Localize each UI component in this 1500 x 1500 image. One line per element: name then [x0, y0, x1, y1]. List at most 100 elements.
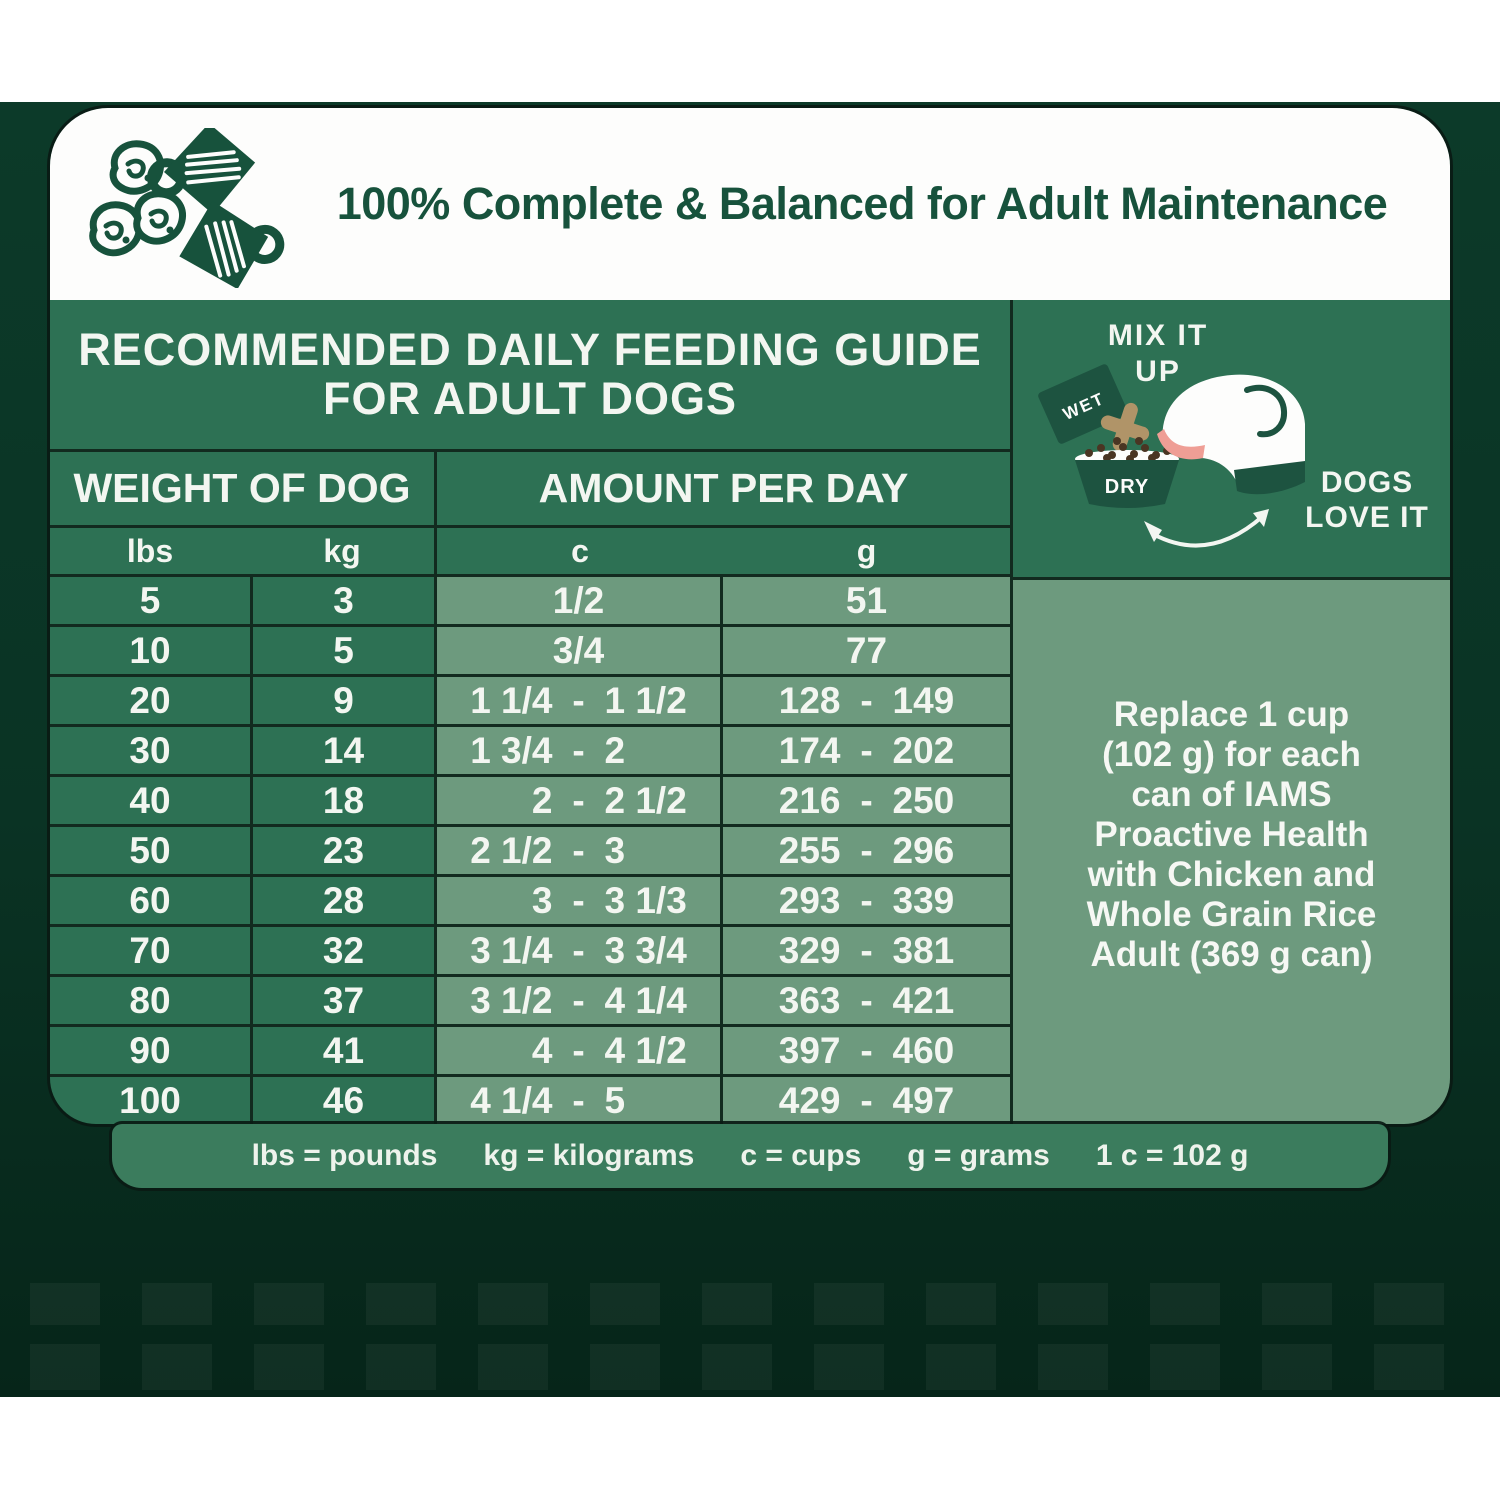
mix-arrow-icon: [1144, 509, 1269, 548]
mix-line2: UP: [1135, 355, 1181, 388]
table-row: 50 23 2 1/2-3 255-296: [50, 827, 1010, 877]
unit-header-cups: c: [434, 528, 723, 574]
cell-amount-grams: 51: [720, 577, 1010, 624]
dog-collar: [1234, 461, 1305, 495]
feeding-guide-card: 100% Complete & Balanced for Adult Maint…: [50, 108, 1450, 1124]
replace-note-line: Adult (369 g can): [1090, 934, 1373, 974]
feeding-table: RECOMMENDED DAILY FEEDING GUIDE FOR ADUL…: [50, 300, 1010, 1124]
cell-weight-lbs: 80: [129, 979, 171, 1021]
cell-amount-cups: 1 3/4-2: [434, 727, 720, 774]
faint-texture-band: [30, 1283, 1470, 1325]
table-unit-header: lbs kg c g: [50, 528, 1010, 577]
replace-note-line: with Chicken and: [1087, 854, 1376, 894]
dogs-love-it-text: DOGS LOVE IT: [1281, 466, 1450, 535]
cell-amount-cups: 1 1/4-1 1/2: [434, 677, 720, 724]
table-title-line1: RECOMMENDED DAILY FEEDING GUIDE: [78, 324, 982, 376]
dog-ear: [1244, 384, 1288, 438]
cell-weight-kg: 5: [250, 627, 434, 674]
measuring-cup-icon: [147, 128, 256, 215]
table-row: 80 37 3 1/2-4 1/4 363-421: [50, 977, 1010, 1027]
cell-amount-cups: 3/4: [434, 627, 720, 674]
cell-amount-cups: 2-2 1/2: [434, 777, 720, 824]
cell-weight-kg: 37: [250, 977, 434, 1024]
dog-head-icon: [1157, 374, 1305, 495]
cell-amount-cups: 4-4 1/2: [434, 1027, 720, 1074]
cell-amount-cups: 3 1/4-3 3/4: [434, 927, 720, 974]
cell-amount-cups: 4 1/4-5: [434, 1077, 720, 1124]
table-row: 60 28 3-3 1/3 293-339: [50, 877, 1010, 927]
unit-header-kg: kg: [323, 532, 361, 569]
card-header: 100% Complete & Balanced for Adult Maint…: [50, 108, 1450, 300]
cell-amount-grams: 77: [720, 627, 1010, 674]
cell-weight-lbs: 5: [139, 579, 161, 621]
mix-it-up-text: MIX IT UP: [1068, 318, 1248, 390]
cell-amount-cups: 3 1/2-4 1/4: [434, 977, 720, 1024]
replace-note-line: can of IAMS: [1131, 775, 1332, 815]
legend-item-g: g = grams: [907, 1139, 1050, 1172]
legend-item-cup-grams: 1 c = 102 g: [1095, 1139, 1249, 1172]
table-row: 90 41 4-4 1/2 397-460: [50, 1027, 1010, 1077]
cell-weight-kg: 23: [250, 827, 434, 874]
table-title-line2: FOR ADULT DOGS: [323, 372, 737, 424]
cell-amount-grams: 429-497: [720, 1077, 1010, 1124]
legend-item-c: c = cups: [740, 1139, 862, 1172]
cell-amount-grams: 255-296: [720, 827, 1010, 874]
cell-weight-kg: 18: [250, 777, 434, 824]
table-row: 30 14 1 3/4-2 174-202: [50, 727, 1010, 777]
measuring-cup-icon: [179, 201, 285, 288]
column-header-weight: WEIGHT OF DOG: [73, 465, 411, 511]
dry-bowl-icon: DRY: [1075, 437, 1179, 508]
table-row: 5 3 1/2 51: [50, 577, 1010, 627]
replace-note-line: (102 g) for each: [1102, 735, 1361, 775]
cell-weight-lbs: 50: [129, 829, 171, 871]
cell-weight-lbs: 70: [129, 929, 171, 971]
faint-texture-band: [30, 1344, 1470, 1390]
cell-weight-lbs: 20: [129, 679, 171, 721]
legend-bar: lbs = pounds kg = kilograms c = cups g =…: [112, 1124, 1388, 1188]
cell-amount-grams: 293-339: [720, 877, 1010, 924]
cell-amount-grams: 329-381: [720, 927, 1010, 974]
cell-amount-cups: 2 1/2-3: [434, 827, 720, 874]
legend-item-lbs: lbs = pounds: [251, 1139, 438, 1172]
cell-weight-lbs: 40: [129, 779, 171, 821]
replace-note: Replace 1 cup (102 g) for each can of IAMS…: [1052, 695, 1412, 974]
table-title: RECOMMENDED DAILY FEEDING GUIDE FOR ADUL…: [50, 300, 1010, 449]
cell-amount-grams: 128-149: [720, 677, 1010, 724]
replace-note-line: Proactive Health: [1094, 815, 1369, 855]
cell-amount-grams: 174-202: [720, 727, 1010, 774]
cell-weight-lbs: 100: [119, 1079, 181, 1121]
replace-note-line: Replace 1 cup: [1113, 695, 1350, 735]
cell-weight-kg: 14: [250, 727, 434, 774]
cell-weight-kg: 32: [250, 927, 434, 974]
cell-amount-cups: 1/2: [434, 577, 720, 624]
sidebar: WET: [1010, 300, 1450, 1124]
card-body: RECOMMENDED DAILY FEEDING GUIDE FOR ADUL…: [50, 300, 1450, 1124]
cell-weight-kg: 28: [250, 877, 434, 924]
cell-weight-lbs: 60: [129, 879, 171, 921]
cell-amount-grams: 397-460: [720, 1027, 1010, 1074]
love-line1: DOGS: [1320, 466, 1414, 499]
dog-tongue: [1157, 429, 1205, 460]
cell-weight-kg: 46: [250, 1077, 434, 1124]
cell-weight-lbs: 10: [129, 629, 171, 671]
table-row: 20 9 1 1/4-1 1/2 128-149: [50, 677, 1010, 727]
cell-weight-lbs: 90: [129, 1029, 171, 1071]
replace-note-line: Whole Grain Rice: [1086, 894, 1377, 934]
unit-header-grams: g: [856, 532, 877, 569]
legend-item-kg: kg = kilograms: [483, 1139, 695, 1172]
column-header-amount: AMOUNT PER DAY: [434, 452, 1010, 525]
unit-header-lbs: lbs: [126, 532, 174, 569]
table-row: 40 18 2-2 1/2 216-250: [50, 777, 1010, 827]
cell-weight-lbs: 30: [129, 729, 171, 771]
cell-amount-cups: 3-3 1/3: [434, 877, 720, 924]
page-title: 100% Complete & Balanced for Adult Maint…: [336, 178, 1388, 229]
table-row: 70 32 3 1/4-3 3/4 329-381: [50, 927, 1010, 977]
dry-label: DRY: [1105, 476, 1149, 498]
love-line2: LOVE IT: [1305, 500, 1429, 534]
cell-weight-kg: 3: [250, 577, 434, 624]
cell-weight-kg: 41: [250, 1027, 434, 1074]
mix-it-up-panel: WET: [1013, 300, 1450, 577]
cell-amount-grams: 216-250: [720, 777, 1010, 824]
cell-amount-grams: 363-421: [720, 977, 1010, 1024]
